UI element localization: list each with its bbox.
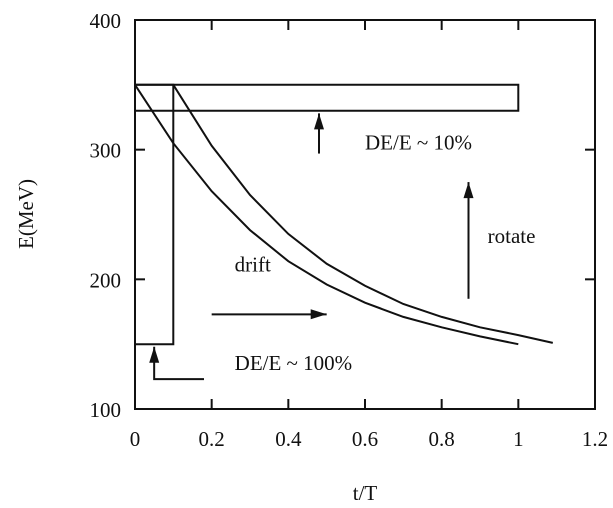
x-tick-label: 1: [513, 427, 524, 451]
arrow-head: [310, 309, 327, 320]
axis-tick-labels: 0 0.2 0.4 0.6 0.8 1 1.2 100 200 300 400: [90, 9, 609, 451]
arrow-shaft: [153, 346, 204, 381]
series-line-2: [172, 84, 554, 344]
y-tick-label: 400: [90, 9, 122, 33]
axis-ticks: [135, 20, 595, 409]
annotation-label: rotate: [488, 224, 536, 248]
plot-area-border: [134, 19, 596, 410]
y-axis-title: E(MeV): [14, 179, 38, 249]
annotation-label: drift: [235, 253, 271, 277]
x-axis-title: t/T: [353, 481, 378, 505]
annotation-label: DE/E ~ 10%: [365, 131, 472, 155]
arrow-head: [314, 113, 324, 130]
annotations: DE/E ~ 10% rotate drift DE/E ~ 100%: [235, 131, 536, 375]
data-series: [134, 83, 554, 346]
y-tick-label: 200: [90, 268, 122, 292]
x-tick-label: 0.2: [199, 427, 225, 451]
series-line-3: [135, 83, 175, 346]
x-tick-label: 0: [130, 427, 141, 451]
plot-frame: [134, 19, 596, 410]
y-tick-label: 100: [90, 398, 122, 422]
series-line-1: [134, 84, 519, 346]
x-tick-label: 0.4: [275, 427, 302, 451]
series-line-4: [135, 83, 520, 112]
x-tick-label: 1.2: [582, 427, 608, 451]
annotation-arrows: [149, 113, 474, 381]
annotation-label: DE/E ~ 100%: [235, 351, 353, 375]
x-tick-label: 0.8: [429, 427, 455, 451]
arrow-head: [149, 346, 160, 363]
x-tick-label: 0.6: [352, 427, 378, 451]
arrow-head: [463, 182, 474, 199]
y-tick-label: 300: [90, 139, 122, 163]
